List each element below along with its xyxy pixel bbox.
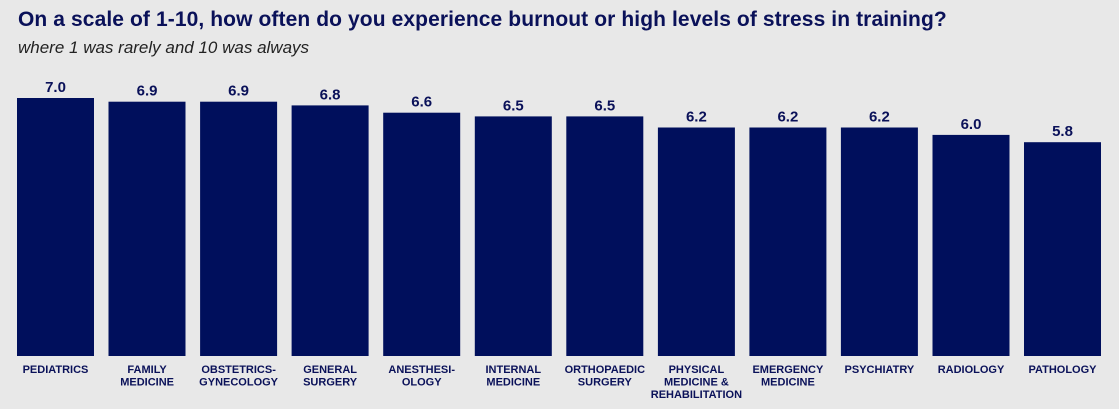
data-label: 7.0 <box>45 79 66 96</box>
category-label: PEDIATRICS <box>23 364 89 376</box>
data-label: 6.5 <box>503 97 524 114</box>
category-label: RADIOLOGY <box>938 364 1005 376</box>
chart-title: On a scale of 1-10, how often do you exp… <box>18 8 947 31</box>
category-label: PSYCHIATRY <box>845 364 915 376</box>
category-label: REHABILITATION <box>651 389 742 401</box>
data-label: 6.2 <box>869 109 890 126</box>
category-label: PATHOLOGY <box>1028 364 1097 376</box>
bar <box>1024 142 1101 356</box>
category-label: MEDICINE & <box>664 377 729 389</box>
category-label: MEDICINE <box>120 377 174 389</box>
category-label: INTERNAL <box>485 364 541 376</box>
category-label: FAMILY <box>127 364 167 376</box>
data-label: 6.9 <box>137 83 158 100</box>
category-label: ANESTHESI- <box>388 364 455 376</box>
bar <box>749 127 827 356</box>
data-label: 6.0 <box>961 116 982 133</box>
data-label: 6.6 <box>411 94 432 111</box>
category-label: MEDICINE <box>486 377 540 389</box>
category-label: GENERAL <box>303 364 357 376</box>
data-label: 6.5 <box>594 97 615 114</box>
category-label: ORTHOPAEDIC <box>565 364 646 376</box>
category-label: OLOGY <box>402 377 442 389</box>
bar <box>108 101 186 356</box>
chart-subtitle: where 1 was rarely and 10 was always <box>18 38 310 57</box>
bar <box>383 112 461 356</box>
bar <box>200 101 278 356</box>
bar <box>840 127 918 356</box>
category-label: SURGERY <box>303 377 358 389</box>
data-label: 6.2 <box>777 109 798 126</box>
data-label: 5.8 <box>1052 123 1073 140</box>
data-label: 6.2 <box>686 109 707 126</box>
category-label: SURGERY <box>578 377 633 389</box>
category-label: PHYSICAL <box>669 364 725 376</box>
bar <box>657 127 735 356</box>
data-label: 6.8 <box>320 86 341 103</box>
bar <box>291 105 369 357</box>
category-label: GYNECOLOGY <box>199 377 279 389</box>
bar <box>566 116 644 357</box>
category-label: OBSTETRICS- <box>201 364 276 376</box>
bar <box>17 98 94 356</box>
category-label: EMERGENCY <box>752 364 824 376</box>
bar <box>474 116 552 357</box>
data-label: 6.9 <box>228 83 249 100</box>
bar <box>932 134 1010 356</box>
category-label: MEDICINE <box>761 377 815 389</box>
